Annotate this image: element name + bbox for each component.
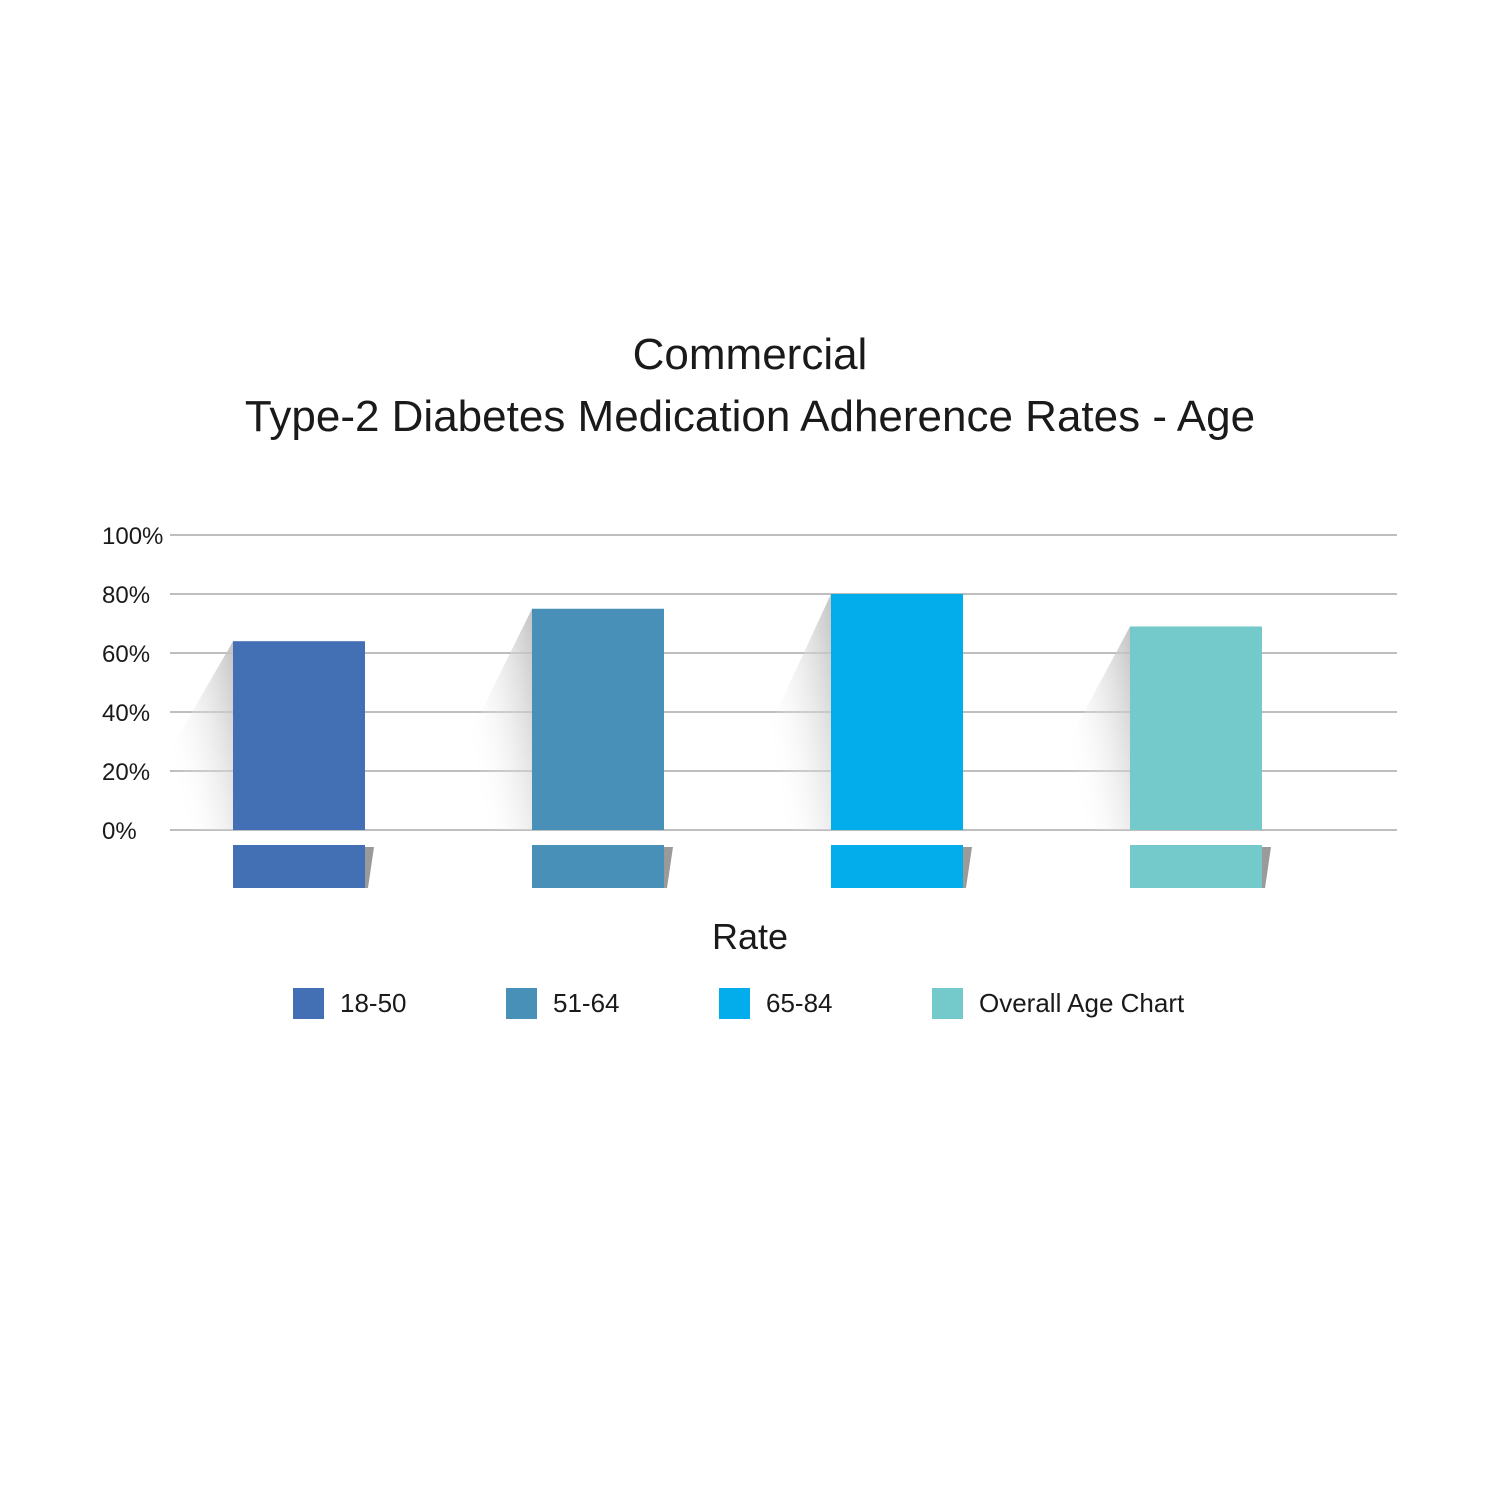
legend-item-18-50: 18-50 — [293, 988, 407, 1019]
bar-base-shadow — [963, 847, 972, 888]
bar-base — [233, 845, 365, 888]
bar-shadow — [1065, 626, 1130, 830]
legend-label: 51-64 — [553, 988, 620, 1018]
bar-base-shadow — [664, 847, 673, 888]
bar — [532, 608, 664, 830]
bar-shadow — [467, 608, 532, 830]
y-tick-label: 20% — [102, 759, 150, 786]
bar-base — [532, 845, 664, 888]
bar-shadow — [168, 641, 233, 830]
x-axis-label: Rate — [711, 916, 789, 957]
bar-shadow — [766, 594, 831, 830]
bar — [1130, 626, 1262, 830]
legend-label: 65-84 — [766, 988, 833, 1018]
y-tick-label: 40% — [102, 700, 150, 727]
bar — [233, 641, 365, 830]
legend: 18-50 51-64 65-84 Overall Age Chart — [0, 988, 1500, 1022]
bar — [831, 594, 963, 830]
legend-swatch — [719, 988, 750, 1019]
legend-item-65-84: 65-84 — [719, 988, 833, 1019]
y-tick-label: 80% — [102, 582, 150, 609]
bar-base-shadow — [365, 847, 374, 888]
bar-base — [1130, 845, 1262, 888]
y-tick-label: 0% — [102, 818, 137, 845]
chart-title: Commercial — [632, 330, 868, 379]
legend-label: Overall Age Chart — [979, 988, 1185, 1018]
y-tick-label: 100% — [102, 523, 163, 550]
legend-label: 18-50 — [340, 988, 407, 1018]
chart-subtitle: Type-2 Diabetes Medication Adherence Rat… — [244, 392, 1256, 441]
legend-item-overall: Overall Age Chart — [932, 988, 1184, 1019]
legend-swatch — [506, 988, 537, 1019]
legend-swatch — [293, 988, 324, 1019]
bar-base — [831, 845, 963, 888]
bar-base-shadow — [1262, 847, 1271, 888]
legend-item-51-64: 51-64 — [506, 988, 620, 1019]
legend-swatch — [932, 988, 963, 1019]
y-tick-label: 60% — [102, 641, 150, 668]
